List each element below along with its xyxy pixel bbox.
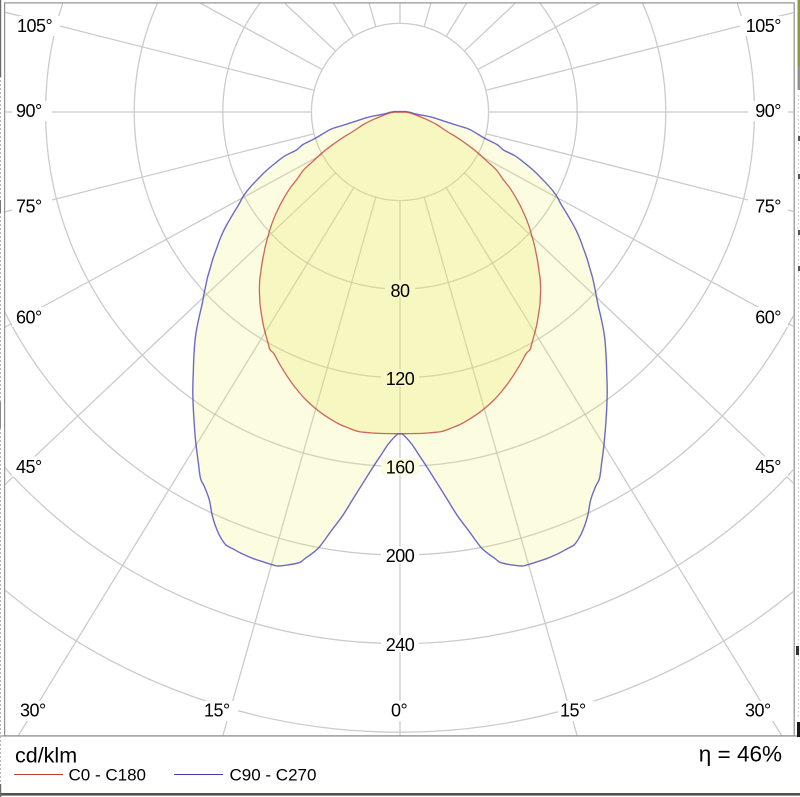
svg-text:30°: 30° [745,701,771,721]
svg-text:45°: 45° [16,457,42,477]
svg-text:η = 46%: η = 46% [699,742,782,767]
svg-text:60°: 60° [755,308,781,328]
svg-text:80: 80 [390,281,410,301]
svg-text:200: 200 [386,546,415,566]
svg-text:160: 160 [386,458,415,478]
svg-text:30°: 30° [20,701,46,721]
svg-text:90°: 90° [755,101,781,121]
svg-text:C90 - C270: C90 - C270 [230,766,317,785]
svg-text:105°: 105° [17,16,53,36]
svg-text:15°: 15° [560,701,586,721]
svg-text:75°: 75° [755,196,781,216]
svg-text:120: 120 [386,369,415,389]
svg-text:45°: 45° [755,457,781,477]
svg-text:C0 - C180: C0 - C180 [69,766,146,785]
svg-text:cd/klm: cd/klm [15,744,77,768]
svg-text:75°: 75° [16,196,42,216]
svg-text:90°: 90° [16,101,42,121]
svg-text:15°: 15° [204,701,230,721]
svg-text:0°: 0° [391,701,408,721]
svg-text:105°: 105° [746,16,782,36]
svg-text:240: 240 [386,635,415,655]
svg-text:60°: 60° [16,308,42,328]
